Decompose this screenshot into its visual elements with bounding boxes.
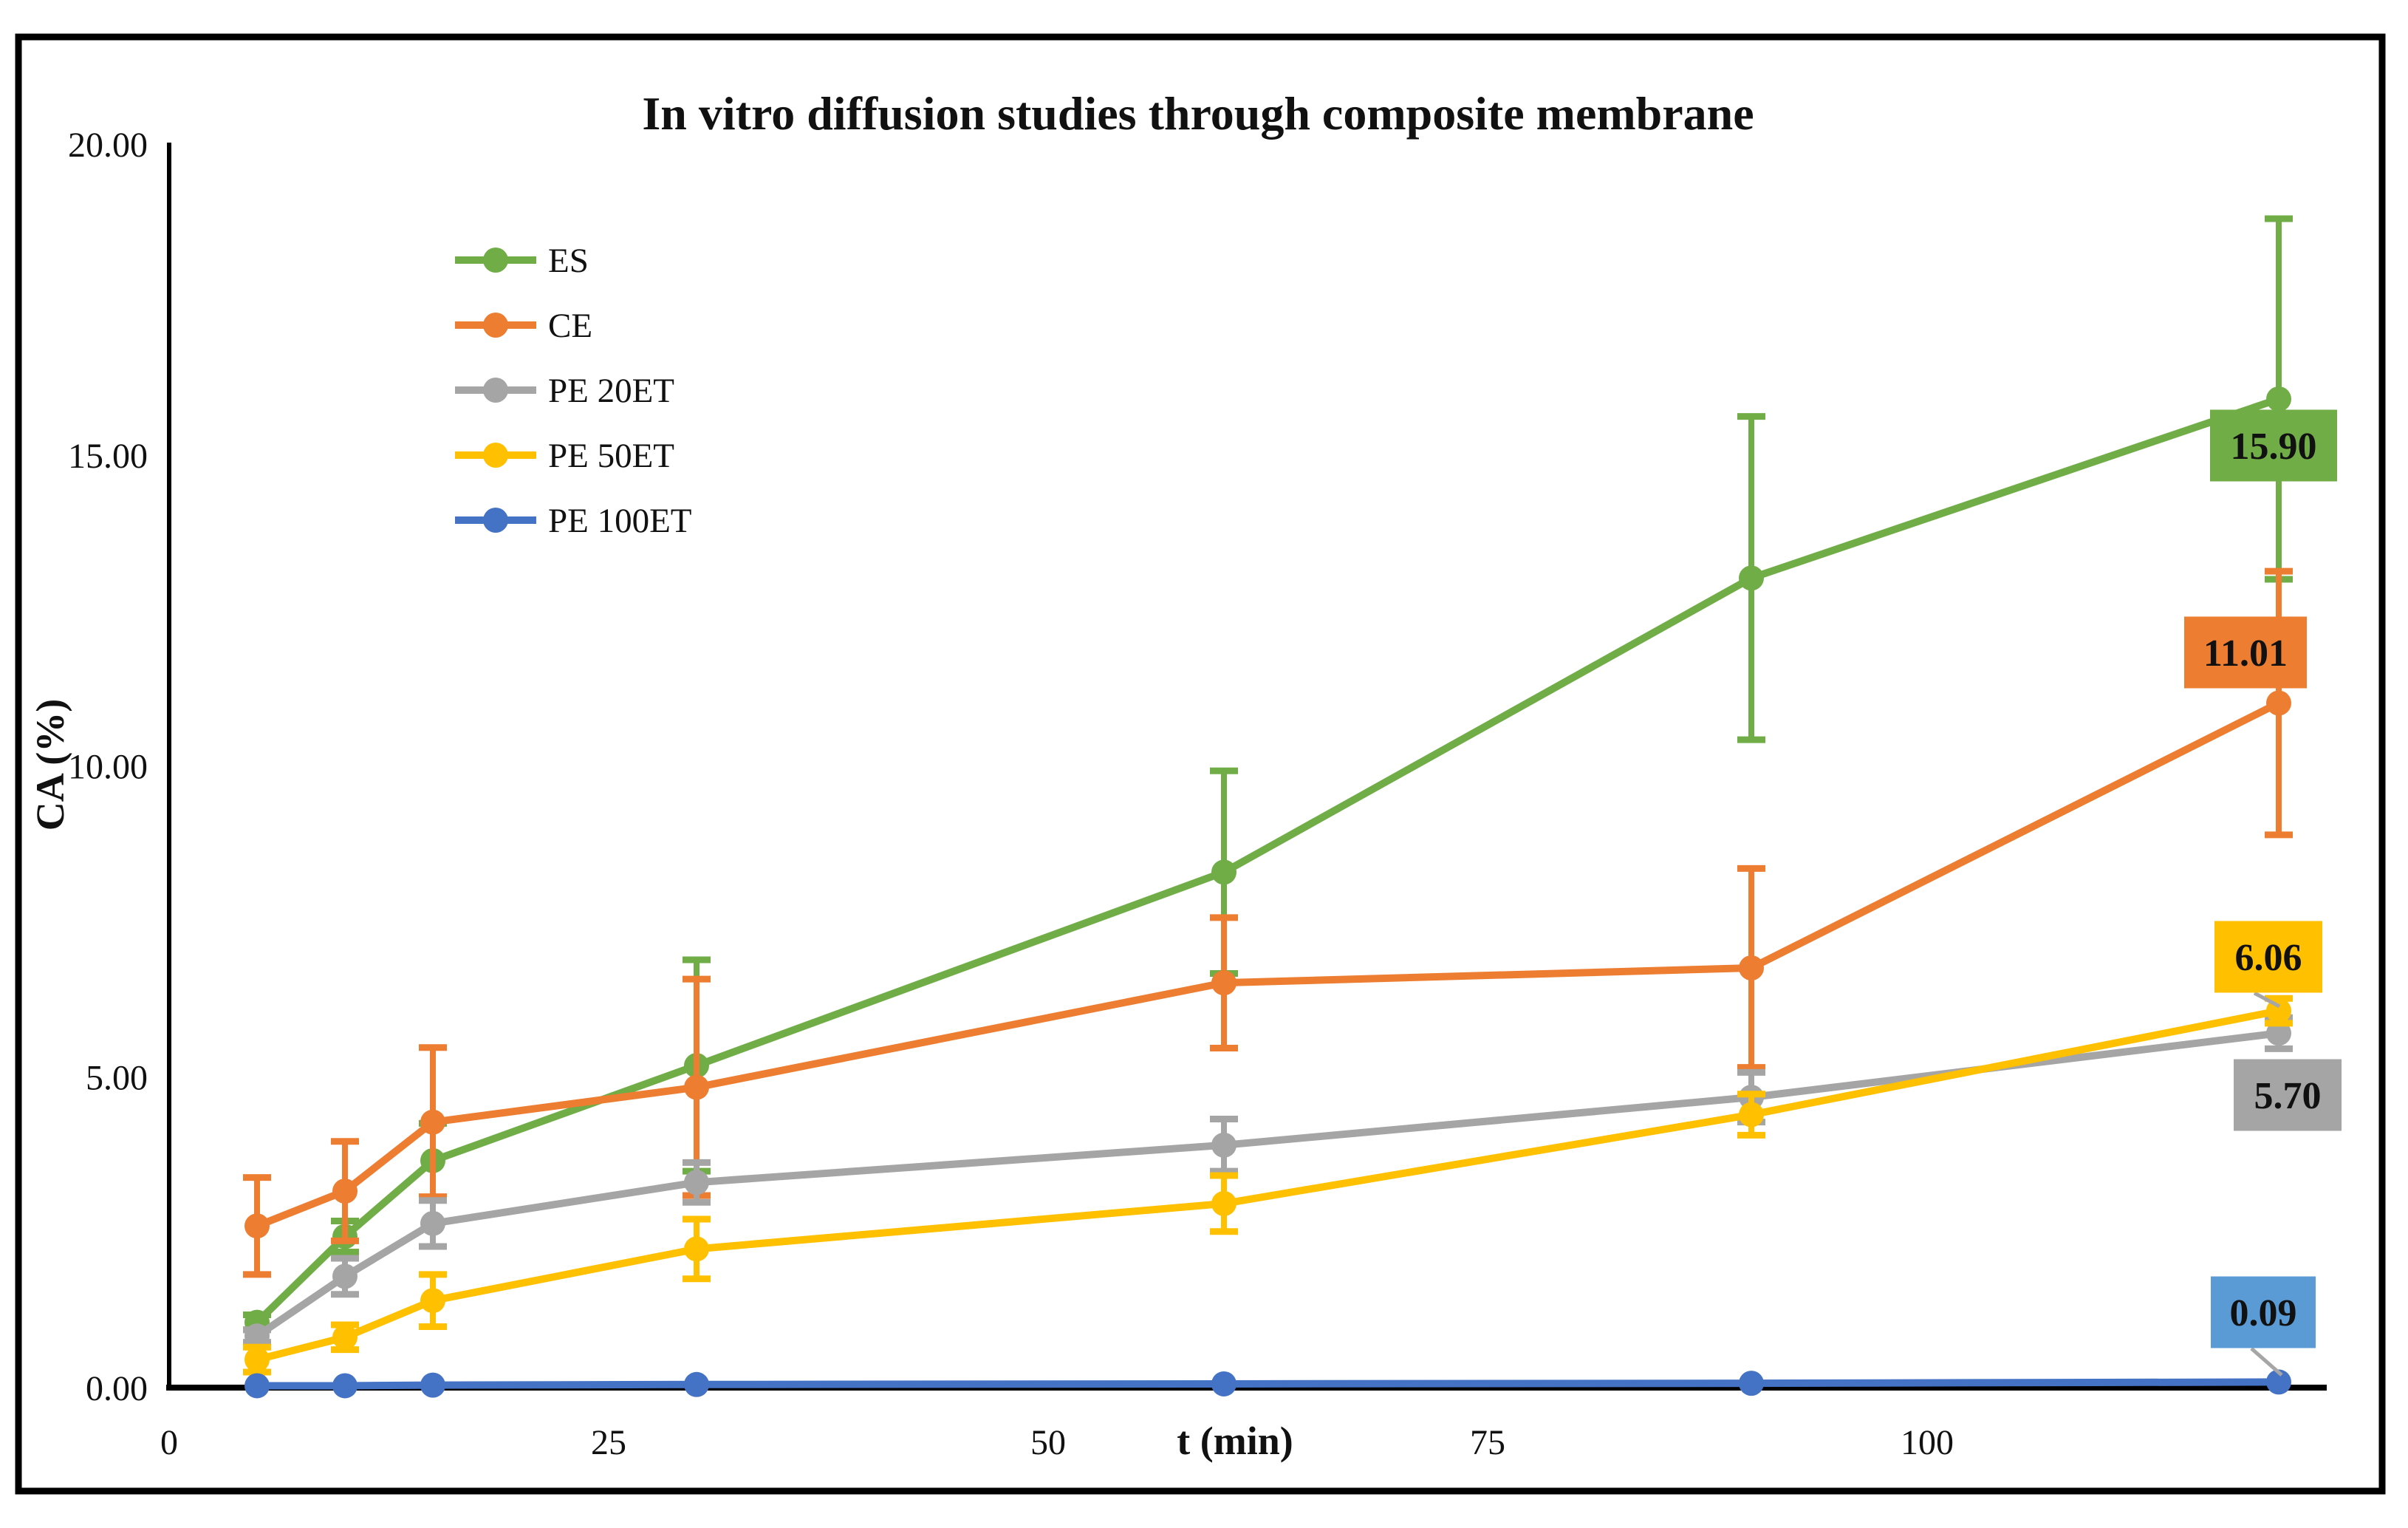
x-tick-label: 100: [1901, 1423, 1954, 1462]
data-point: [420, 1109, 445, 1135]
y-tick-label: 15.00: [68, 437, 148, 476]
data-point: [684, 1074, 709, 1100]
data-point: [420, 1372, 445, 1398]
figure-border: [15, 33, 2386, 1495]
legend-item-pe-50et: PE 50ET: [455, 437, 674, 475]
label-leader-line: [2250, 1347, 2283, 1377]
data-point: [1211, 1190, 1237, 1216]
data-point: [420, 1288, 445, 1314]
x-tick-label: 75: [1470, 1423, 1505, 1462]
data-point: [2266, 690, 2291, 716]
data-point: [1739, 1371, 1764, 1396]
label-leader-line: [2253, 991, 2281, 1009]
data-point: [1211, 1371, 1237, 1396]
legend-item-ce: CE: [455, 307, 592, 345]
data-point: [684, 1236, 709, 1262]
y-tick-label: 10.00: [68, 748, 148, 787]
end-label-value: 15.90: [2231, 426, 2317, 468]
legend-item-pe-100et: PE 100ET: [455, 502, 692, 540]
data-point: [244, 1373, 270, 1399]
x-tick-label: 25: [591, 1423, 626, 1462]
legend-label: PE 50ET: [548, 437, 674, 475]
end-label-box: [2211, 1276, 2316, 1348]
end-label-box: [2214, 921, 2322, 993]
legend-marker: [483, 508, 508, 533]
y-tick-label: 0.00: [86, 1369, 148, 1408]
data-point: [1211, 859, 1237, 885]
legend-item-pe-20et: PE 20ET: [455, 372, 674, 410]
data-point: [244, 1323, 270, 1349]
series-line: [253, 1007, 2282, 1364]
axes: 0.00 5.00 10.00 15.00 20.00 0 25 50 75 100: [68, 126, 2327, 1462]
data-labels: 15.90 11.01 5.70 6.06 0.09: [2184, 409, 2342, 1377]
data-point: [1211, 1132, 1237, 1158]
series-line: [253, 1378, 2282, 1390]
series-line: [253, 1029, 2282, 1340]
series-ce: [243, 567, 2293, 1278]
legend-label: PE 100ET: [548, 502, 692, 540]
chart-title: In vitro diffusion studies through compo…: [642, 87, 1754, 140]
data-point: [2266, 1020, 2291, 1046]
data-point: [332, 1179, 358, 1204]
data-point: [1211, 970, 1237, 996]
data-point: [332, 1373, 358, 1399]
y-tick-label: 20.00: [68, 126, 148, 165]
data-point: [1739, 565, 1764, 591]
data-series: [243, 215, 2293, 1399]
data-point: [1739, 955, 1764, 980]
data-point: [1739, 1102, 1764, 1128]
end-label-box: [2210, 409, 2337, 482]
x-tick-label: 0: [160, 1423, 178, 1462]
end-label-box: [2234, 1059, 2342, 1131]
end-label-box: [2184, 616, 2307, 689]
data-point: [2266, 386, 2291, 412]
data-point: [2266, 1369, 2291, 1395]
data-point: [244, 1213, 270, 1239]
data-point: [420, 1210, 445, 1236]
x-tick-label: 50: [1030, 1423, 1066, 1462]
y-tick-label: 5.00: [86, 1058, 148, 1097]
legend-label: ES: [548, 242, 589, 280]
data-point: [332, 1324, 358, 1350]
legend-marker: [483, 313, 508, 338]
end-label-value: 6.06: [2235, 937, 2302, 979]
end-label-value: 0.09: [2230, 1292, 2297, 1334]
legend-marker: [483, 248, 508, 273]
legend-item-es: ES: [455, 242, 589, 280]
series-pe-100et: [244, 1369, 2291, 1399]
legend-label: PE 20ET: [548, 372, 674, 410]
end-label-value: 5.70: [2254, 1075, 2322, 1117]
data-point: [332, 1263, 358, 1289]
legend-label: CE: [548, 307, 592, 345]
series-pe-50et: [243, 995, 2293, 1376]
x-axis-title: t (min): [1177, 1419, 1293, 1463]
legend: ES CE PE 20ET PE 50ET PE 100ET: [455, 242, 692, 540]
y-axis-title: CA (%): [28, 699, 72, 830]
legend-marker: [483, 443, 508, 468]
data-point: [684, 1371, 709, 1397]
legend-marker: [483, 378, 508, 403]
end-label-value: 11.01: [2203, 632, 2288, 675]
data-point: [684, 1170, 709, 1196]
data-point: [244, 1347, 270, 1373]
series-line: [253, 699, 2282, 1230]
